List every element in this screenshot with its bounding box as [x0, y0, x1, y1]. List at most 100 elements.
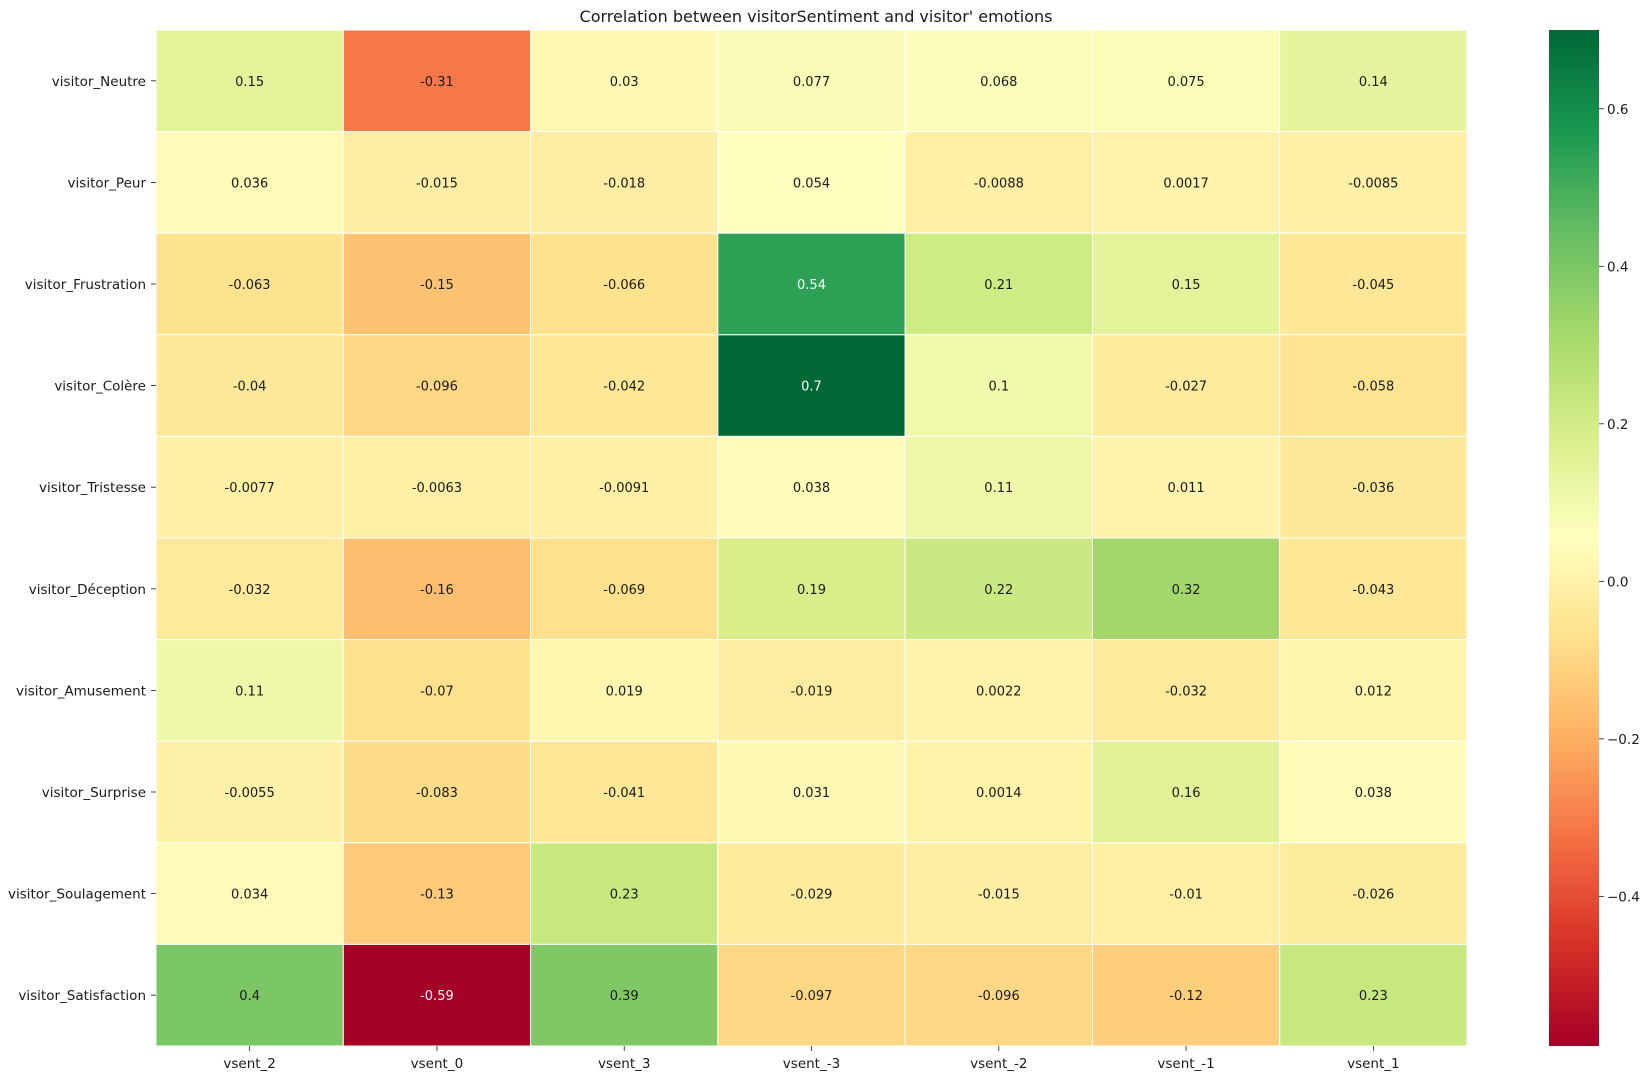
heatmap-cell	[155, 639, 344, 742]
heatmap-cell	[530, 29, 719, 133]
cell-value-label: -0.0055	[225, 786, 275, 801]
heatmap-cells: 0.15 -0.31 0.03 0.077 0.068 0.075 0.14 0.036 -0.…	[155, 29, 1468, 1047]
cell-value-label: -0.018	[603, 176, 645, 191]
heatmap-cell	[155, 435, 344, 539]
cell-value-label: 0.39	[610, 989, 639, 1004]
cell-value-label: -0.0091	[599, 481, 649, 496]
column-labels: vsent_2 vsent_0 vsent_3 vsent_-3 vsent_-2 vse…	[223, 1046, 1400, 1072]
cell-value-label: -0.12	[1169, 989, 1203, 1004]
colorbar-tick-label: −0.2	[1607, 732, 1640, 748]
cell-value-label: 0.034	[231, 888, 268, 903]
cell-value-label: -0.15	[420, 278, 454, 293]
heatmap-cell	[717, 29, 906, 133]
heatmap-cell	[1091, 639, 1281, 742]
cell-value-label: -0.019	[791, 684, 833, 699]
cell-value-label: 0.0022	[976, 684, 1022, 699]
heatmap-cell	[342, 29, 532, 133]
cell-value-label: -0.0077	[225, 481, 275, 496]
cell-value-label: 0.012	[1355, 684, 1392, 699]
heatmap-cell	[1279, 639, 1468, 742]
heatmap-cell	[904, 943, 1093, 1047]
cell-value-label: -0.045	[1352, 278, 1394, 293]
heatmap-cell	[904, 29, 1093, 133]
cell-value-label: 0.03	[610, 75, 639, 90]
cell-value-label: 0.054	[793, 176, 830, 191]
cell-value-label: -0.026	[1352, 888, 1394, 903]
cell-value-label: -0.0063	[412, 481, 462, 496]
heatmap-cell	[904, 842, 1093, 945]
heatmap-cell	[717, 639, 906, 742]
heatmap-cell	[155, 131, 344, 234]
cell-value-label: 0.15	[1172, 278, 1201, 293]
column-label: vsent_3	[598, 1056, 651, 1072]
cell-value-label: 0.075	[1167, 75, 1204, 90]
heatmap-cell	[530, 537, 719, 641]
cell-value-label: 0.23	[1359, 989, 1388, 1004]
heatmap-cell	[1279, 131, 1468, 234]
heatmap-cell	[530, 943, 719, 1047]
cell-value-label: 0.16	[1172, 786, 1201, 801]
cell-value-label: -0.096	[978, 989, 1020, 1004]
heatmap-cell	[155, 334, 344, 437]
cell-value-label: 0.019	[606, 684, 643, 699]
cell-value-label: -0.31	[420, 75, 454, 90]
chart-title: Correlation between visitorSentiment and…	[580, 7, 1053, 26]
heatmap-cell	[1091, 131, 1281, 234]
cell-value-label: -0.096	[416, 380, 458, 395]
cell-value-label: -0.029	[791, 888, 833, 903]
cell-value-label: -0.066	[603, 278, 645, 293]
cell-value-label: 0.0014	[976, 786, 1022, 801]
cell-value-label: -0.063	[229, 278, 271, 293]
heatmap-cell	[1279, 740, 1468, 844]
heatmap-cell	[904, 740, 1093, 844]
cell-value-label: -0.01	[1169, 888, 1203, 903]
column-label: vsent_0	[411, 1056, 464, 1072]
cell-value-label: -0.097	[791, 989, 833, 1004]
cell-value-label: -0.015	[978, 888, 1020, 903]
cell-value-label: 0.14	[1359, 75, 1388, 90]
heatmap-cell	[342, 334, 532, 437]
column-label: vsent_-3	[783, 1056, 840, 1072]
cell-value-label: 0.19	[797, 583, 826, 598]
heatmap-cell	[717, 943, 906, 1047]
colorbar: −0.4 −0.2 0.0 0.2 0.4 0.6	[1549, 30, 1640, 1046]
heatmap-cell	[342, 232, 532, 336]
heatmap-cell	[530, 131, 719, 234]
heatmap-cell	[155, 943, 344, 1047]
heatmap-cell	[155, 29, 344, 133]
cell-value-label: 0.011	[1167, 481, 1204, 496]
cell-value-label: 0.077	[793, 75, 830, 90]
row-label: visitor_Déception	[29, 582, 146, 598]
cell-value-label: 0.22	[984, 583, 1013, 598]
heatmap-cell	[342, 740, 532, 844]
cell-value-label: 0.7	[801, 380, 822, 395]
row-label: visitor_Colère	[54, 379, 146, 395]
cell-value-label: 0.11	[235, 684, 264, 699]
heatmap-cell	[717, 537, 906, 641]
row-label: visitor_Tristesse	[39, 480, 146, 496]
heatmap-cell	[1279, 334, 1468, 437]
cell-value-label: -0.036	[1352, 481, 1394, 496]
cell-value-label: 0.1	[988, 380, 1009, 395]
cell-value-label: -0.032	[229, 583, 271, 598]
column-label: vsent_-1	[1157, 1056, 1214, 1072]
heatmap-cell	[717, 334, 906, 437]
cell-value-label: 0.15	[235, 75, 264, 90]
cell-value-label: -0.041	[603, 786, 645, 801]
cell-value-label: -0.0085	[1348, 176, 1398, 191]
row-label: visitor_Surprise	[42, 785, 146, 801]
heatmap-cell	[1279, 435, 1468, 539]
colorbar-gradient	[1549, 30, 1599, 1046]
cell-value-label: -0.042	[603, 380, 645, 395]
heatmap-cell	[904, 131, 1093, 234]
cell-value-label: 0.068	[980, 75, 1017, 90]
heatmap-cell	[717, 232, 906, 336]
cell-value-label: 0.23	[610, 888, 639, 903]
column-label: vsent_2	[223, 1056, 276, 1072]
cell-value-label: 0.0017	[1163, 176, 1209, 191]
colorbar-tick-label: 0.6	[1607, 102, 1628, 118]
row-label: visitor_Peur	[68, 175, 147, 191]
heatmap-cell	[530, 842, 719, 945]
row-label: visitor_Soulagement	[8, 887, 146, 903]
heatmap-cell	[1091, 842, 1281, 945]
